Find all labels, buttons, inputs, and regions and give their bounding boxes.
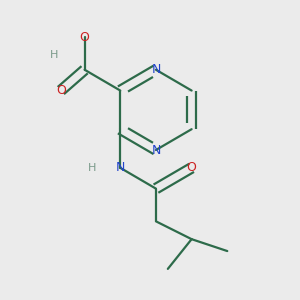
Text: O: O [187, 161, 196, 174]
Text: H: H [88, 163, 97, 173]
Text: O: O [80, 31, 89, 44]
Text: O: O [56, 84, 66, 97]
Text: H: H [50, 50, 58, 60]
Text: N: N [116, 161, 125, 174]
Text: N: N [151, 63, 160, 76]
Text: N: N [151, 143, 160, 157]
